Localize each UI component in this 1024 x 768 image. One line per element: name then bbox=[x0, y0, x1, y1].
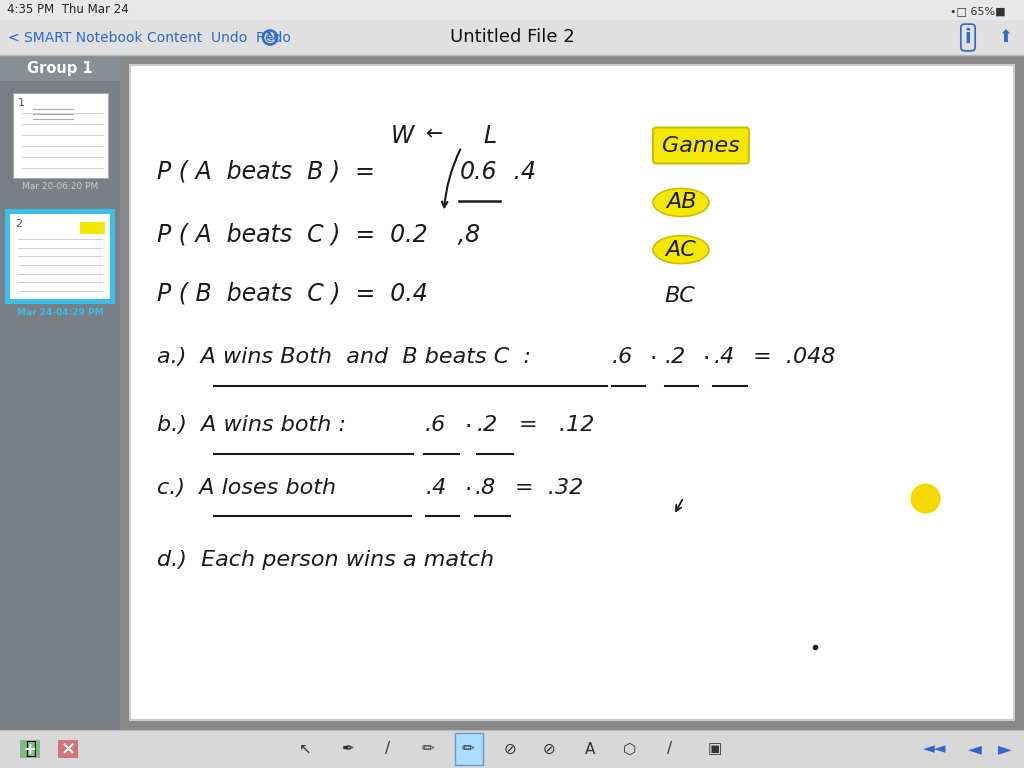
Text: .2: .2 bbox=[476, 415, 498, 435]
Text: a.)  A wins Both  and  B beats C  :: a.) A wins Both and B beats C : bbox=[157, 346, 530, 366]
Text: b.)  A wins both :: b.) A wins both : bbox=[157, 415, 345, 435]
Text: ◄: ◄ bbox=[968, 740, 982, 758]
Text: .4: .4 bbox=[506, 160, 536, 184]
Text: W: W bbox=[391, 124, 414, 148]
Text: ·: · bbox=[650, 346, 657, 371]
Bar bbox=[12, 93, 108, 178]
Text: ⬡: ⬡ bbox=[624, 741, 637, 756]
Text: ↻: ↻ bbox=[265, 31, 275, 44]
Text: Group 1: Group 1 bbox=[28, 61, 93, 75]
Circle shape bbox=[910, 484, 941, 514]
Text: ⊘: ⊘ bbox=[543, 741, 555, 756]
Text: .6: .6 bbox=[424, 415, 445, 435]
Text: 4:35 PM  Thu Mar 24: 4:35 PM Thu Mar 24 bbox=[7, 3, 129, 16]
Text: .6: .6 bbox=[611, 346, 633, 366]
Text: ►: ► bbox=[998, 740, 1012, 758]
Text: .8: .8 bbox=[475, 478, 496, 498]
Bar bbox=[10, 214, 110, 299]
Bar bbox=[130, 65, 1014, 720]
Text: Mar 24-04:29 PM: Mar 24-04:29 PM bbox=[16, 308, 103, 317]
Bar bbox=[0, 730, 1024, 768]
Text: =  .048: = .048 bbox=[754, 346, 836, 366]
Text: ×: × bbox=[60, 740, 76, 758]
Text: i: i bbox=[965, 28, 972, 47]
Ellipse shape bbox=[653, 188, 709, 217]
Text: ✏: ✏ bbox=[462, 741, 474, 756]
Bar bbox=[0, 20, 1024, 55]
Text: 1: 1 bbox=[17, 98, 25, 108]
Text: Games: Games bbox=[663, 135, 740, 155]
Text: =   .12: = .12 bbox=[519, 415, 594, 435]
Ellipse shape bbox=[653, 236, 709, 263]
Bar bbox=[455, 733, 483, 765]
Text: P ( A  beats  B )  =: P ( A beats B ) = bbox=[157, 160, 375, 184]
Bar bbox=[20, 740, 40, 758]
Text: /: / bbox=[668, 741, 673, 756]
Bar bbox=[0, 55, 120, 81]
Bar bbox=[80, 222, 105, 234]
Bar bbox=[5, 209, 115, 304]
Text: ✏: ✏ bbox=[422, 741, 434, 756]
Text: ⊘: ⊘ bbox=[504, 741, 516, 756]
Text: 2: 2 bbox=[15, 219, 23, 229]
FancyBboxPatch shape bbox=[653, 127, 749, 164]
Text: ↖: ↖ bbox=[299, 741, 311, 756]
Text: ←: ← bbox=[426, 124, 443, 144]
Text: BC: BC bbox=[664, 286, 694, 306]
Text: L: L bbox=[483, 124, 497, 148]
Text: /: / bbox=[385, 741, 390, 756]
Text: 0.6: 0.6 bbox=[460, 160, 498, 184]
Text: .2: .2 bbox=[665, 346, 686, 366]
Text: c.)  A loses both: c.) A loses both bbox=[157, 478, 336, 498]
Text: Mar 20-06:20 PM: Mar 20-06:20 PM bbox=[22, 182, 98, 191]
Text: P ( B  beats  C )  =  0.4: P ( B beats C ) = 0.4 bbox=[157, 281, 427, 305]
Text: •□ 65%■: •□ 65%■ bbox=[950, 6, 1006, 16]
Text: ⬆: ⬆ bbox=[998, 28, 1012, 47]
Text: AB: AB bbox=[666, 193, 696, 213]
Text: d.)  Each person wins a match: d.) Each person wins a match bbox=[157, 550, 494, 570]
Text: +: + bbox=[24, 741, 37, 756]
Text: ▣: ▣ bbox=[708, 741, 722, 756]
Text: ·: · bbox=[464, 415, 471, 439]
Text: ✒: ✒ bbox=[342, 741, 354, 756]
Text: 📄: 📄 bbox=[25, 740, 36, 758]
Text: ·: · bbox=[702, 346, 711, 371]
Text: .4: .4 bbox=[426, 478, 447, 498]
Text: ◄◄: ◄◄ bbox=[924, 741, 947, 756]
Text: ·: · bbox=[464, 478, 471, 502]
Text: .4: .4 bbox=[714, 346, 734, 366]
Text: =  .32: = .32 bbox=[515, 478, 584, 498]
Bar bbox=[0, 0, 1024, 20]
Text: A: A bbox=[585, 741, 595, 756]
Bar bbox=[0, 55, 120, 730]
Text: Untitled File 2: Untitled File 2 bbox=[450, 28, 574, 47]
Text: < SMART Notebook Content  Undo  Redo: < SMART Notebook Content Undo Redo bbox=[8, 31, 291, 45]
Text: P ( A  beats  C )  =  0.2    ,8: P ( A beats C ) = 0.2 ,8 bbox=[157, 222, 479, 247]
Text: AC: AC bbox=[666, 240, 696, 260]
Bar bbox=[58, 740, 78, 758]
